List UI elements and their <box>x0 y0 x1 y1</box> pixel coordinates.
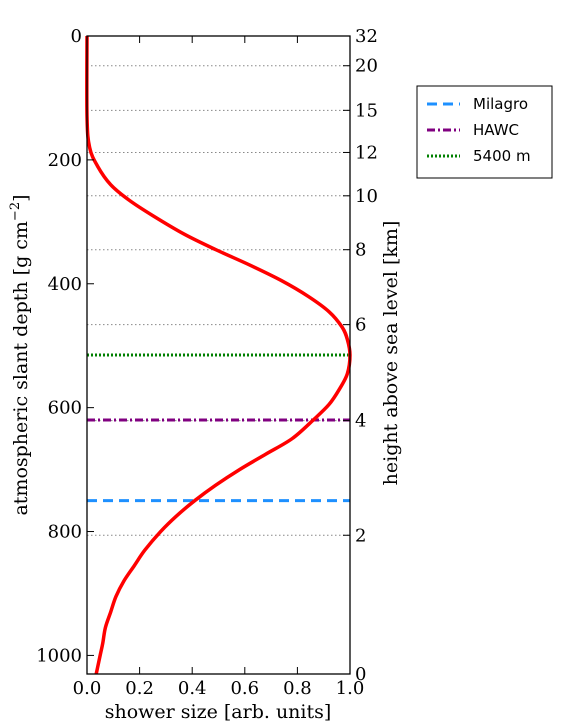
left-y-axis: 0 200 400 600 800 1000 <box>36 26 94 666</box>
x-axis-title: shower size [arb. units] <box>105 701 332 723</box>
right-y-tick-label: 12 <box>355 142 378 163</box>
y-tick-label: 0 <box>71 26 82 47</box>
legend-label: HAWC <box>473 121 519 139</box>
y-tick-label: 1000 <box>36 645 82 666</box>
x-tick-label: 0.0 <box>73 678 102 699</box>
y-tick-label: 200 <box>48 150 82 171</box>
right-y-tick-label: 2 <box>355 525 366 546</box>
y-tick-label: 800 <box>48 522 82 543</box>
right-y-tick-label: 8 <box>355 240 366 261</box>
legend-label: 5400 m <box>473 147 531 165</box>
plot-frame <box>86 35 351 675</box>
right-y-tick-label: 10 <box>355 186 378 207</box>
x-tick-label: 0.6 <box>230 678 259 699</box>
legend: Milagro HAWC 5400 m <box>416 85 553 179</box>
right-y-axis-title: height above sea level [km] <box>380 221 402 486</box>
right-y-tick-label: 15 <box>355 100 378 121</box>
legend-label: Milagro <box>473 95 528 113</box>
right-y-tick-label: 20 <box>355 56 378 77</box>
left-y-axis-title: atmospheric slant depth [g cm−2] <box>8 194 32 515</box>
x-tick-label: 0.2 <box>125 678 154 699</box>
x-tick-label: 1.0 <box>336 678 365 699</box>
x-tick-label: 0.8 <box>283 678 312 699</box>
grid-lines <box>87 65 350 536</box>
right-y-tick-label: 6 <box>355 315 366 336</box>
reference-lines <box>87 353 350 503</box>
y-tick-label: 600 <box>48 398 82 419</box>
y-tick-label: 400 <box>48 274 82 295</box>
x-tick-label: 0.4 <box>178 678 207 699</box>
x-axis: 0.0 0.2 0.4 0.6 0.8 1.0 <box>73 36 365 699</box>
legend-frame <box>416 85 553 179</box>
right-y-tick-label: 32 <box>355 26 378 47</box>
right-y-tick-label: 4 <box>355 411 366 432</box>
shower-profile-curve <box>85 35 352 675</box>
right-y-tick-label: 0 <box>355 664 366 685</box>
